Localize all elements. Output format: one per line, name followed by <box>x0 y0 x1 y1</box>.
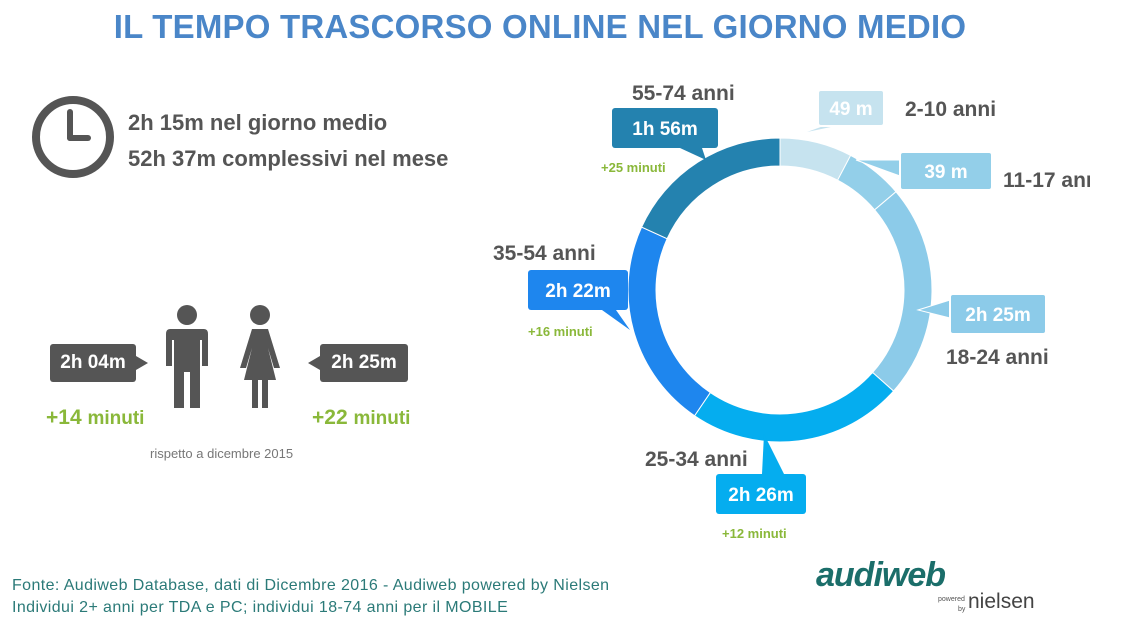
callout-box <box>716 474 806 514</box>
segment-value-label: 2h 22m <box>545 281 610 302</box>
callout-tail <box>762 434 784 474</box>
segment-value-label: 39 m <box>924 162 967 183</box>
male-time-bubble: 2h 04m <box>50 344 148 382</box>
female-time-bubble: 2h 25m <box>308 344 408 382</box>
logo-by: by <box>958 606 966 613</box>
segment-age-label: 11-17 anni <box>1003 169 1090 192</box>
segment-age-label: 35-54 anni <box>493 242 596 265</box>
population-note: Individui 2+ anni per TDA e PC; individu… <box>12 599 509 616</box>
age-donut-chart: 49 m 2-10 anni 39 m 11-17 anni 2h 25m 18-24 a… <box>493 82 1090 541</box>
segment-callout: 2h 22m 35-54 anni +16 minuti <box>493 242 630 339</box>
page-title: IL TEMPO TRASCORSO ONLINE NEL GIORNO MED… <box>113 8 967 45</box>
female-person-icon <box>240 305 280 408</box>
callout-box <box>817 89 885 127</box>
callout-tail <box>602 310 630 330</box>
donut-segment <box>693 371 895 443</box>
segment-callout: 39 m 11-17 anni <box>855 151 1090 192</box>
callout-box <box>528 270 628 310</box>
logo-powered: powered <box>938 596 965 603</box>
segment-value-label: 1h 56m <box>632 119 697 140</box>
female-delta: +22 minuti <box>312 406 410 430</box>
comparison-note: rispetto a dicembre 2015 <box>150 446 294 461</box>
segment-age-label: 18-24 anni <box>946 346 1049 369</box>
callout-box <box>612 108 718 148</box>
donut-segment <box>640 137 781 240</box>
segment-callout: 2h 26m 25-34 anni +12 minuti <box>645 434 806 541</box>
callout-box <box>899 151 993 191</box>
male-delta: +14 minuti <box>46 406 144 430</box>
audiweb-logo: audiweb powered by nielsen <box>816 556 1046 618</box>
male-delta-unit: minuti <box>87 408 145 429</box>
segment-age-label: 25-34 anni <box>645 448 748 471</box>
callout-tail <box>680 148 706 160</box>
male-person-icon <box>166 305 208 408</box>
segment-value-label: 2h 26m <box>728 485 793 506</box>
source-note: Fonte: Audiweb Database, dati di Dicembr… <box>12 577 610 594</box>
logo-nielsen: nielsen <box>968 590 1035 613</box>
female-delta-value: +22 <box>312 406 348 429</box>
clock-icon <box>32 96 114 178</box>
logo-main-text: audiweb <box>816 556 946 594</box>
segment-age-label: 55-74 anni <box>632 82 735 105</box>
segment-callout: 1h 56m 55-74 anni +25 minuti <box>601 82 735 175</box>
segment-delta-label: +16 minuti <box>528 324 593 339</box>
callout-tail <box>799 125 839 135</box>
daily-summary: 2h 15m nel giorno medio <box>128 110 388 135</box>
donut-segment <box>779 137 852 181</box>
segment-age-label: 2-10 anni <box>905 98 996 121</box>
male-delta-value: +14 <box>46 406 82 429</box>
segment-callout: 49 m 2-10 anni <box>799 89 996 135</box>
segment-value-label: 2h 25m <box>965 305 1030 326</box>
segment-value-label: 49 m <box>829 99 872 120</box>
donut-segment <box>627 226 712 417</box>
donut-segment <box>871 191 933 392</box>
female-delta-unit: minuti <box>353 408 411 429</box>
segment-delta-label: +25 minuti <box>601 160 666 175</box>
segment-delta-label: +12 minuti <box>722 526 787 541</box>
monthly-summary: 52h 37m complessivi nel mese <box>128 146 449 171</box>
callout-box <box>949 293 1047 335</box>
segment-callout: 2h 25m 18-24 anni <box>916 293 1049 369</box>
